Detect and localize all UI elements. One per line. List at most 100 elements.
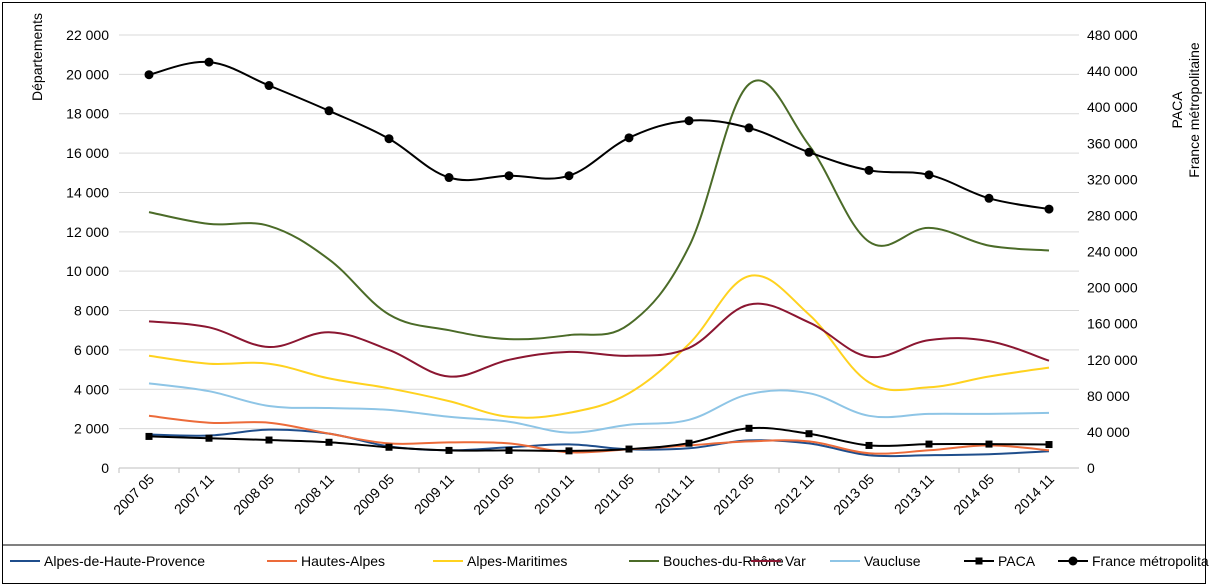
x-tick-label: 2010 05 [470, 471, 517, 518]
y-right-tick-label: 480 000 [1087, 27, 1138, 43]
y-right-axis-title-france: France métropolitaine [1186, 42, 1202, 178]
data-point [684, 116, 694, 126]
y-right-axis-title-paca: PACA [1169, 91, 1185, 129]
legend-marker [1068, 556, 1078, 566]
legend-label: Hautes-Alpes [301, 553, 385, 569]
data-point [685, 439, 693, 447]
y-right-tick-label: 80 000 [1087, 388, 1130, 404]
data-point [925, 440, 933, 448]
data-point [504, 171, 514, 181]
y-right-tick-label: 400 000 [1087, 99, 1138, 115]
y-right-tick-label: 0 [1087, 460, 1095, 476]
data-point [745, 424, 753, 432]
data-point [145, 432, 153, 440]
y-left-tick-label: 2 000 [74, 421, 109, 437]
data-point [624, 133, 634, 143]
data-point [1045, 441, 1053, 449]
legend: Alpes-de-Haute-Provence Hautes-Alpes Alpes… [10, 553, 1209, 569]
data-point [805, 430, 813, 438]
legend-label: Vaucluse [864, 553, 921, 569]
legend-marker [975, 557, 983, 565]
y-right-tick-label: 440 000 [1087, 63, 1138, 79]
data-point [984, 193, 994, 203]
series-alpes-de-haute-provence [148, 428, 1050, 458]
series-line [148, 302, 1050, 378]
x-tick-label: 2009 05 [350, 471, 397, 518]
y-left-tick-label: 10 000 [66, 263, 109, 279]
data-point [564, 171, 574, 181]
legend-label: France métropolitaine [1092, 553, 1209, 569]
series-line [148, 426, 1050, 452]
data-point [804, 147, 814, 157]
data-point [205, 434, 213, 442]
series-alpes-maritimes [148, 274, 1050, 419]
y-left-tick-label: 14 000 [66, 184, 109, 200]
series-line [148, 79, 1050, 341]
data-point [265, 436, 273, 444]
legend-item: Hautes-Alpes [267, 553, 385, 569]
y-left-tick-label: 20 000 [66, 66, 109, 82]
legend-label: Alpes-de-Haute-Provence [44, 553, 205, 569]
x-tick-label: 2014 11 [1011, 471, 1058, 518]
left-axis-ticks: 0 2 000 4 000 6 000 8 000 10 000 12 000 14 000 1… [66, 27, 109, 476]
x-axis-ticks: 2007 05 2007 11 2008 05 2008 11 2009 05 2009 … [110, 471, 1057, 518]
y-left-tick-label: 4 000 [74, 381, 109, 397]
series-line [148, 60, 1050, 211]
legend-item: Alpes-Maritimes [433, 553, 567, 569]
data-point [924, 170, 934, 180]
legend-item: Var [751, 553, 806, 569]
right-axis-ticks: 0 40 000 80 000 120 000 160 000 200 000 240 00… [1087, 27, 1138, 476]
data-point [264, 81, 274, 91]
y-left-tick-label: 22 000 [66, 27, 109, 43]
x-tick-label: 2011 11 [651, 471, 697, 517]
legend-item: Bouches-du-Rhône [629, 553, 784, 569]
y-left-tick-label: 8 000 [74, 303, 109, 319]
x-tick-label: 2013 05 [830, 471, 877, 518]
legend-label: Bouches-du-Rhône [663, 553, 784, 569]
data-point [204, 57, 214, 67]
data-point [444, 173, 454, 183]
legend-item: France métropolitaine [1058, 553, 1209, 569]
x-tick-label: 2007 11 [171, 471, 218, 518]
x-tick-label: 2012 05 [710, 471, 757, 518]
x-tick-label: 2012 11 [771, 471, 818, 518]
y-right-tick-label: 280 000 [1087, 207, 1138, 223]
legend-label: PACA [998, 553, 1036, 569]
y-left-tick-label: 6 000 [74, 342, 109, 358]
data-point [985, 440, 993, 448]
gridlines [118, 34, 1079, 473]
series-paca [145, 424, 1053, 455]
x-tick-label: 2011 05 [591, 471, 638, 518]
series-line [148, 428, 1050, 458]
series-line [148, 274, 1050, 419]
data-point [865, 441, 873, 449]
data-point [565, 447, 573, 455]
data-point [1044, 204, 1054, 214]
series-hautes-alpes [148, 414, 1050, 455]
y-left-tick-label: 0 [101, 460, 109, 476]
legend-item: PACA [964, 553, 1036, 569]
series-line [148, 382, 1050, 434]
legend-label: Alpes-Maritimes [467, 553, 567, 569]
x-tick-label: 2010 11 [531, 471, 578, 518]
y-right-tick-label: 240 000 [1087, 244, 1138, 260]
series-line [148, 414, 1050, 455]
y-left-tick-label: 16 000 [66, 145, 109, 161]
data-point [384, 134, 394, 144]
x-tick-label: 2009 11 [411, 471, 458, 518]
data-point [505, 446, 513, 454]
y-right-tick-label: 40 000 [1087, 424, 1130, 440]
data-point [744, 123, 754, 133]
y-left-tick-label: 12 000 [66, 224, 109, 240]
y-right-tick-label: 120 000 [1087, 352, 1138, 368]
legend-item: Alpes-de-Haute-Provence [10, 553, 205, 569]
data-point [325, 438, 333, 446]
data-point [144, 70, 154, 80]
x-tick-label: 2008 05 [230, 471, 277, 518]
series-var [148, 302, 1050, 378]
y-right-tick-label: 360 000 [1087, 135, 1138, 151]
legend-item: Vaucluse [830, 553, 921, 569]
y-right-tick-label: 160 000 [1087, 316, 1138, 332]
